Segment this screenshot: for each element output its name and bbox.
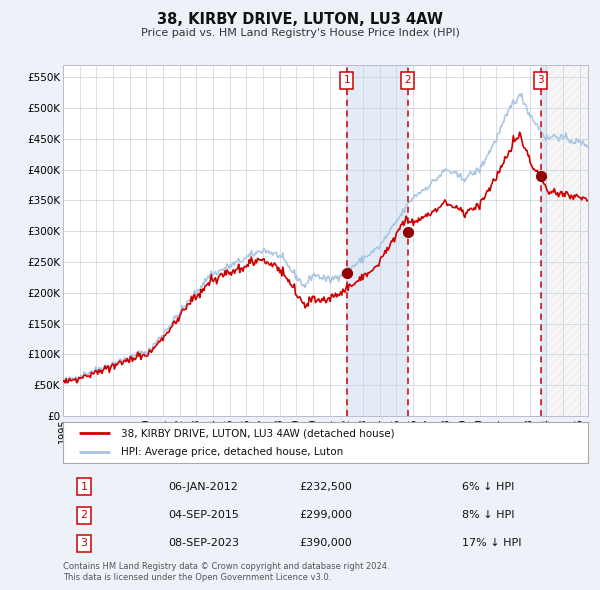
Text: 3: 3 <box>538 76 544 86</box>
Text: Contains HM Land Registry data © Crown copyright and database right 2024.: Contains HM Land Registry data © Crown c… <box>63 562 389 571</box>
Text: 6% ↓ HPI: 6% ↓ HPI <box>462 482 514 491</box>
Text: This data is licensed under the Open Government Licence v3.0.: This data is licensed under the Open Gov… <box>63 573 331 582</box>
Text: HPI: Average price, detached house, Luton: HPI: Average price, detached house, Luto… <box>121 447 343 457</box>
Text: £232,500: £232,500 <box>299 482 352 491</box>
Text: 8% ↓ HPI: 8% ↓ HPI <box>462 510 515 520</box>
Text: £390,000: £390,000 <box>299 539 352 548</box>
Text: 38, KIRBY DRIVE, LUTON, LU3 4AW: 38, KIRBY DRIVE, LUTON, LU3 4AW <box>157 12 443 27</box>
Text: 2: 2 <box>80 510 88 520</box>
Text: 38, KIRBY DRIVE, LUTON, LU3 4AW (detached house): 38, KIRBY DRIVE, LUTON, LU3 4AW (detache… <box>121 428 394 438</box>
Bar <box>347 65 407 416</box>
Text: 06-JAN-2012: 06-JAN-2012 <box>168 482 238 491</box>
Text: £299,000: £299,000 <box>299 510 352 520</box>
Text: 3: 3 <box>80 539 88 548</box>
Text: 04-SEP-2015: 04-SEP-2015 <box>168 510 239 520</box>
Text: 17% ↓ HPI: 17% ↓ HPI <box>462 539 521 548</box>
Text: 2: 2 <box>404 76 411 86</box>
Text: 1: 1 <box>80 482 88 491</box>
Text: 08-SEP-2023: 08-SEP-2023 <box>168 539 239 548</box>
Text: Price paid vs. HM Land Registry's House Price Index (HPI): Price paid vs. HM Land Registry's House … <box>140 28 460 38</box>
Bar <box>541 65 547 416</box>
Bar <box>547 65 588 416</box>
Text: 1: 1 <box>344 76 350 86</box>
